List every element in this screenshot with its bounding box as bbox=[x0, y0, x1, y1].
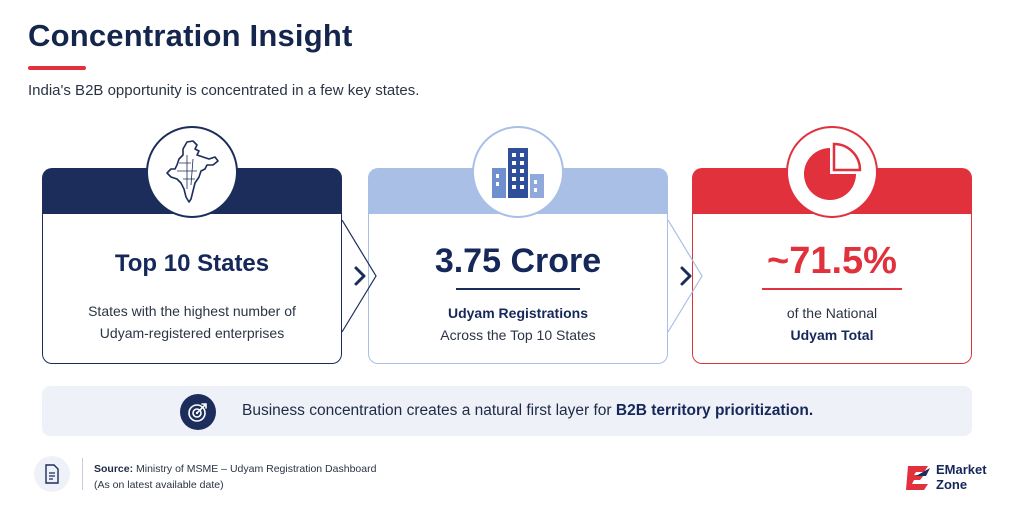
card-body bbox=[42, 214, 342, 364]
page-subtitle: India's B2B opportunity is concentrated … bbox=[28, 82, 420, 99]
source-date-note: (As on latest available date) bbox=[94, 479, 224, 491]
card-headline: Top 10 States bbox=[114, 250, 270, 277]
logo-line: EMarket bbox=[936, 462, 987, 477]
card-desc-line: Udyam Registrations bbox=[447, 305, 589, 321]
card-desc-line: Udyam Total bbox=[790, 327, 874, 343]
chevron-right-icon bbox=[667, 220, 703, 333]
card-description: States with the highest number of Udyam-… bbox=[42, 300, 342, 344]
title-underline bbox=[28, 66, 86, 70]
target-icon bbox=[180, 394, 216, 430]
buildings-icon bbox=[472, 126, 564, 218]
banner-text-bold: B2B territory prioritization. bbox=[615, 402, 814, 419]
card-divider bbox=[762, 288, 902, 290]
card-description: of the National Udyam Total bbox=[692, 302, 972, 346]
india-map-icon bbox=[146, 126, 238, 218]
card-divider bbox=[456, 288, 580, 290]
logo-line: Zone bbox=[936, 477, 968, 492]
source-label: Source: bbox=[94, 463, 134, 475]
logo-mark-icon bbox=[906, 466, 930, 490]
chevron-right-icon bbox=[341, 220, 377, 333]
card-desc-line: States with the highest number of bbox=[88, 303, 296, 319]
banner-text: Business concentration creates a natural… bbox=[242, 402, 813, 420]
source-divider bbox=[82, 458, 83, 490]
card-desc-line: Across the Top 10 States bbox=[440, 327, 596, 343]
card-desc-line: Udyam-registered enterprises bbox=[99, 325, 285, 341]
emarket-zone-logo: EMarket Zone bbox=[904, 460, 1004, 494]
logo-wordmark: EMarket Zone bbox=[936, 462, 987, 492]
page-title: Concentration Insight bbox=[28, 18, 353, 53]
source-note: Source: Ministry of MSME – Udyam Registr… bbox=[94, 461, 376, 493]
card-headline: ~71.5% bbox=[767, 240, 897, 282]
card-description: Udyam Registrations Across the Top 10 St… bbox=[368, 302, 668, 346]
source-text: Ministry of MSME – Udyam Registration Da… bbox=[133, 463, 377, 475]
pie-chart-icon bbox=[786, 126, 878, 218]
card-headline: 3.75 Crore bbox=[434, 242, 602, 280]
card-desc-line: of the National bbox=[786, 305, 878, 321]
banner-text-plain: Business concentration creates a natural… bbox=[242, 402, 616, 419]
document-icon bbox=[34, 456, 70, 492]
